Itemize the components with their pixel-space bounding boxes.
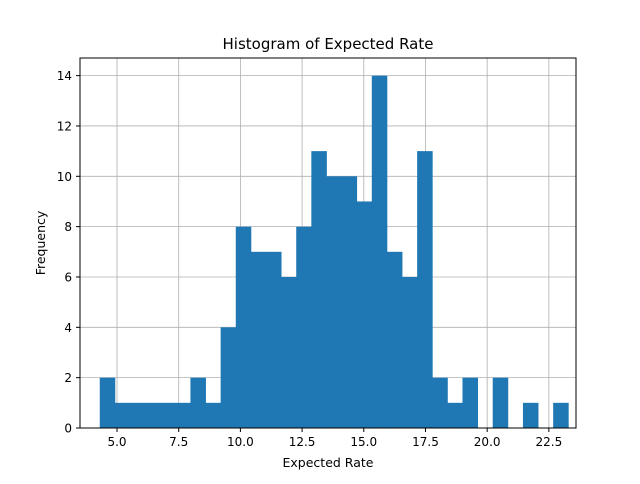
histogram-bar [175, 402, 191, 428]
histogram-bar [205, 402, 222, 428]
histogram-bar [402, 276, 418, 428]
histogram-bar [99, 377, 116, 428]
y-tick-label: 4 [64, 321, 72, 335]
y-tick-label: 10 [57, 170, 72, 184]
histogram-bar [386, 251, 403, 428]
x-tick-label: 22.5 [535, 435, 562, 449]
y-tick-label: 2 [64, 371, 72, 385]
histogram-bar [417, 151, 433, 428]
x-tick-label: 10.0 [227, 435, 254, 449]
histogram-bar [522, 402, 539, 428]
y-tick-label: 8 [64, 220, 72, 234]
histogram-bar [356, 201, 373, 428]
histogram-bar [220, 327, 237, 428]
histogram-bar [296, 226, 312, 428]
y-axis-title: Frequency [33, 210, 48, 275]
y-tick-label: 14 [57, 69, 72, 83]
x-axis-title: Expected Rate [283, 455, 374, 470]
histogram-bar [553, 402, 569, 428]
histogram-bar [341, 176, 358, 428]
histogram-bar [447, 402, 463, 428]
histogram-bar [266, 251, 282, 428]
histogram-bar [235, 226, 252, 428]
histogram-bar [160, 402, 176, 428]
histogram-bar [250, 251, 267, 428]
histogram-bar [114, 402, 131, 428]
histogram-bar [371, 75, 388, 428]
x-tick-label: 15.0 [350, 435, 377, 449]
y-tick-label: 0 [64, 422, 72, 436]
y-tick-label: 6 [64, 270, 72, 284]
histogram-bar [326, 176, 342, 428]
bars-layer [99, 75, 569, 428]
histogram-bar [492, 377, 509, 428]
x-tick-label: 17.5 [412, 435, 439, 449]
x-tick-label: 20.0 [474, 435, 501, 449]
x-tick-label: 7.5 [169, 435, 188, 449]
histogram-bar [190, 377, 206, 428]
histogram-bar [462, 377, 479, 428]
histogram-bar [432, 377, 448, 428]
histogram-bar [311, 151, 327, 428]
histogram-bar [129, 402, 146, 428]
histogram-bar [281, 276, 297, 428]
plot-area-frame [79, 57, 577, 429]
x-tick-label: 5.0 [107, 435, 126, 449]
ticks-layer: 5.0 7.5 10.0 12.5 15.0 17.5 20.0 22.5 0 2 4 6 8 10 12 1… [57, 69, 562, 449]
x-tick-label: 12.5 [289, 435, 316, 449]
histogram-bar [145, 402, 161, 428]
chart-title: Histogram of Expected Rate [223, 35, 434, 53]
y-tick-label: 12 [57, 119, 72, 133]
